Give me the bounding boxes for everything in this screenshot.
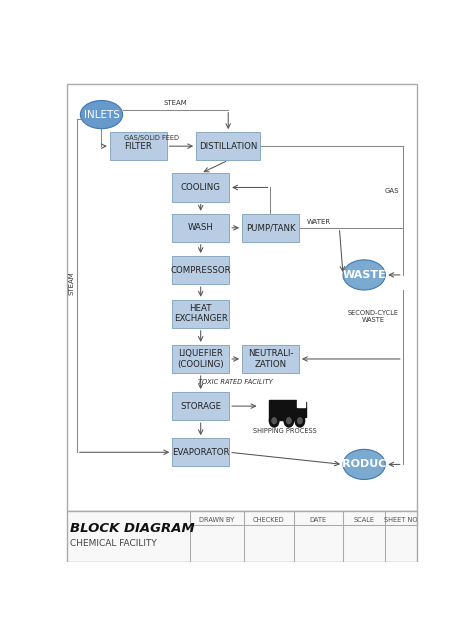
Text: STORAGE: STORAGE [180,401,221,411]
Text: FILTER: FILTER [124,142,152,151]
Text: PUMP/TANK: PUMP/TANK [246,223,295,232]
FancyBboxPatch shape [172,438,229,466]
Ellipse shape [343,260,385,290]
Text: CHEMICAL FACILITY: CHEMICAL FACILITY [70,539,157,548]
Circle shape [269,415,279,427]
Text: WATER: WATER [306,219,330,225]
FancyBboxPatch shape [172,392,229,420]
Text: DRAWN BY: DRAWN BY [199,517,234,523]
Bar [269,400,296,420]
FancyBboxPatch shape [196,132,260,160]
Bar [66,84,418,510]
Text: INLETS: INLETS [83,110,119,120]
Circle shape [284,415,293,427]
Text: EVAPORATOR: EVAPORATOR [172,448,229,457]
FancyBboxPatch shape [172,256,229,284]
Text: COMPRESSOR: COMPRESSOR [170,266,231,274]
Text: BLOCK DIAGRAM: BLOCK DIAGRAM [70,522,195,535]
FancyBboxPatch shape [110,132,167,160]
Bar [66,510,418,562]
Circle shape [298,418,302,423]
Ellipse shape [343,449,385,480]
Text: DATE: DATE [310,517,327,523]
Text: HEAT
EXCHANGER: HEAT EXCHANGER [174,304,228,324]
Text: DISTILLATION: DISTILLATION [199,142,257,151]
Circle shape [295,415,305,427]
Text: SHEET NO: SHEET NO [384,517,418,523]
FancyBboxPatch shape [172,214,229,242]
FancyBboxPatch shape [242,345,299,373]
Text: SECOND-CYCLE
WASTE: SECOND-CYCLE WASTE [348,310,399,324]
Text: GAS/SOLID FEED: GAS/SOLID FEED [124,136,179,141]
FancyBboxPatch shape [242,214,299,242]
Circle shape [287,418,291,423]
Ellipse shape [81,100,123,129]
Text: TOXIC RATED FACILITY: TOXIC RATED FACILITY [198,379,273,385]
Text: WASH: WASH [188,223,214,232]
Text: PRODUCT: PRODUCT [334,459,394,469]
FancyBboxPatch shape [172,300,229,328]
Bar [296,402,307,417]
Text: LIQUEFIER
(COOLING): LIQUEFIER (COOLING) [177,350,224,369]
Text: SCALE: SCALE [354,517,374,523]
Text: WASTE: WASTE [342,270,386,280]
FancyBboxPatch shape [172,174,229,201]
FancyBboxPatch shape [172,345,229,373]
Text: COOLING: COOLING [181,183,221,192]
Text: NEUTRALI-
ZATION: NEUTRALI- ZATION [248,350,293,369]
Text: STEAM: STEAM [68,271,74,295]
Bar [297,400,305,407]
Text: STEAM: STEAM [164,100,187,107]
Text: GAS: GAS [384,188,399,194]
Circle shape [272,418,276,423]
Text: SHIPPING PROCESS: SHIPPING PROCESS [253,428,317,434]
Text: CHECKED: CHECKED [253,517,284,523]
